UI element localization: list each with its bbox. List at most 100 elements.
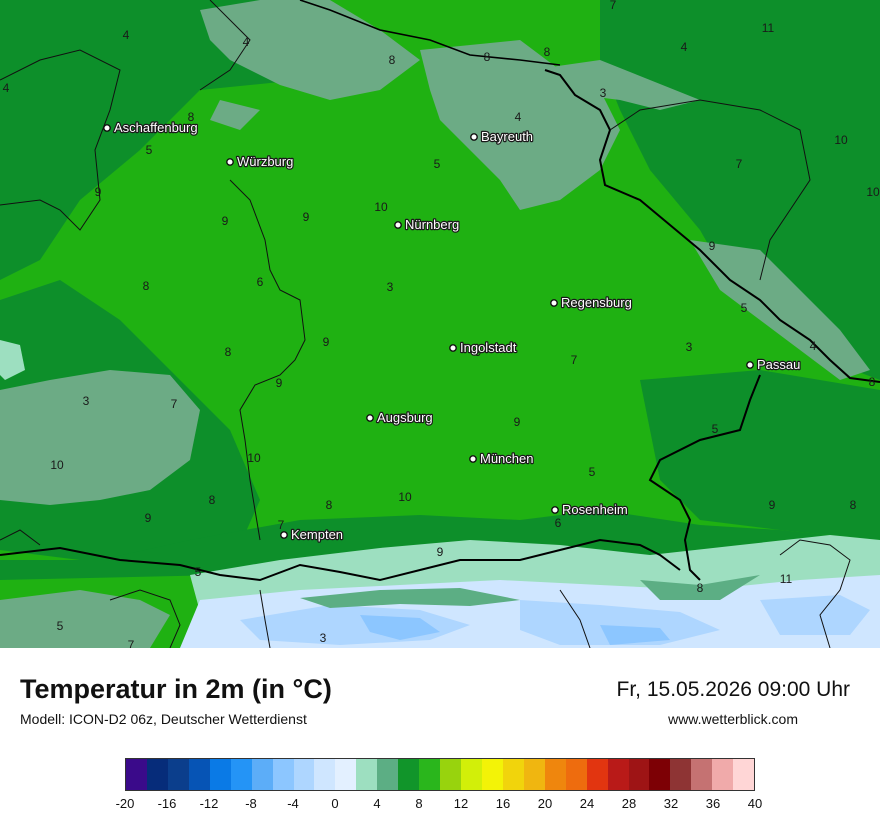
isotherm-label: 10 [834,133,848,147]
isotherm-label: 4 [243,35,250,49]
city-marker-dot[interactable] [469,455,477,463]
legend-color-swatch [377,759,399,790]
legend-color-swatch [565,759,587,790]
isotherm-label: 8 [544,45,551,59]
isotherm-label: 9 [709,239,716,253]
temperature-region-alps-cold [180,575,880,648]
legend-color-swatch [461,759,482,790]
city-label: Würzburg [237,154,293,169]
isotherm-label: 7 [736,157,743,171]
isotherm-label: 4 [123,28,130,42]
temperature-map[interactable]: 4 4 8 8 8 4 11 7 4 3 8 4 5 10 5 7 10 9 9 9 10 9 6 8 3 5 9 8 4 9 7 3 8 9 3 7… [0,0,880,648]
city-label: München [480,451,533,466]
isotherm-label: 8 [389,53,396,67]
legend-tick-label: 32 [663,796,679,811]
isotherm-label: 7 [400,411,407,425]
isotherm-label: 8 [850,498,857,512]
city-marker-dot[interactable] [103,124,111,132]
city-marker-dot[interactable] [449,344,457,352]
legend-color-swatch [209,759,231,790]
isotherm-label: 3 [320,631,327,645]
city-marker-dot[interactable] [366,414,374,422]
city-label: Bayreuth [481,129,533,144]
legend-tick-label: 36 [705,796,721,811]
website-link[interactable]: www.wetterblick.com [668,711,798,727]
map-title: Temperatur in 2m (in °C) [20,674,332,704]
map-canvas: 4 4 8 8 8 4 11 7 4 3 8 4 5 10 5 7 10 9 9 9 10 9 6 8 3 5 9 8 4 9 7 3 8 9 3 7… [0,0,880,648]
isotherm-label: 6 [555,516,562,530]
city-label: Nürnberg [405,217,459,232]
legend-color-swatch [502,759,524,790]
isotherm-label: 9 [437,545,444,559]
legend-tick-label: -12 [199,796,219,811]
isotherm-label: 4 [810,339,817,353]
legend-color-swatch [607,759,629,790]
isotherm-label: 3 [83,394,90,408]
city-label: Passau [757,357,800,372]
color-legend-ticks: -20 -16 -12 -8 -4 0 4 8 12 16 20 24 28 32 36 40 [0,796,880,816]
legend-color-swatch [126,759,147,790]
admin-borders [0,0,880,648]
temperature-region-gray-green [0,0,870,648]
isotherm-label: 8 [869,375,876,389]
isotherm-label: 9 [475,345,482,359]
legend-tick-label: 0 [331,796,339,811]
city-marker-dot[interactable] [551,506,559,514]
city-marker-dot[interactable] [226,158,234,166]
isotherm-label: 9 [95,185,102,199]
legend-color-swatch [188,759,210,790]
city-marker-dot[interactable] [746,361,754,369]
isotherm-label: 9 [769,498,776,512]
isotherm-label: 7 [571,353,578,367]
color-legend-bar [125,758,755,791]
isotherm-label: 5 [712,422,719,436]
legend-color-swatch [691,759,713,790]
isotherm-label: 11 [780,572,793,586]
map-footer [0,648,880,830]
city-marker-dot[interactable] [550,299,558,307]
model-subtitle: Modell: ICON-D2 06z, Deutscher Wetterdie… [20,711,307,727]
legend-tick-label: 20 [537,796,553,811]
legend-color-swatch [481,759,503,790]
isotherm-label: 7 [610,0,617,12]
legend-color-swatch [523,759,545,790]
isotherm-label: 7 [128,638,135,648]
isotherm-label: 11 [762,21,775,35]
city-label: Regensburg [561,295,632,310]
isotherm-label: 5 [589,465,596,479]
legend-color-swatch [314,759,336,790]
city-marker-dot[interactable] [280,531,288,539]
city-marker-dot[interactable] [394,221,402,229]
legend-color-swatch [398,759,420,790]
isotherm-label: 4 [515,110,522,124]
legend-color-swatch [649,759,671,790]
legend-tick-label: 4 [373,796,381,811]
isotherm-label: 9 [276,376,283,390]
legend-tick-label: 28 [621,796,637,811]
forecast-datetime: Fr, 15.05.2026 09:00 Uhr [616,678,851,701]
legend-color-swatch [230,759,252,790]
legend-color-swatch [419,759,441,790]
isotherm-label: 5 [434,157,441,171]
isotherm-label: 8 [143,279,150,293]
city-label: Ingolstadt [460,340,517,355]
legend-color-swatch [440,759,461,790]
isotherm-label: 9 [222,214,229,228]
legend-tick-label: 8 [415,796,423,811]
isotherm-label: 9 [145,511,152,525]
city-label: Kempten [291,527,343,542]
city-markers: Aschaffenburg Würzburg Bayreuth Nürnberg Reg… [103,119,802,543]
legend-color-swatch [628,759,650,790]
legend-tick-label: 12 [453,796,469,811]
isotherm-label: 3 [600,86,607,100]
isotherm-label: 9 [303,210,310,224]
isotherm-label: 9 [514,415,521,429]
isotherm-label: 8 [225,345,232,359]
isotherm-labels: 4 4 8 8 8 4 11 7 4 3 8 4 5 10 5 7 10 9 9 9 10 9 6 8 3 5 9 8 4 9 7 3 8 9 3 7… [3,0,880,648]
city-label: Aschaffenburg [114,120,198,135]
isotherm-label: 6 [257,275,264,289]
city-marker-dot[interactable] [470,133,478,141]
legend-color-swatch [356,759,378,790]
isotherm-label: 7 [171,397,178,411]
legend-color-swatch [251,759,273,790]
